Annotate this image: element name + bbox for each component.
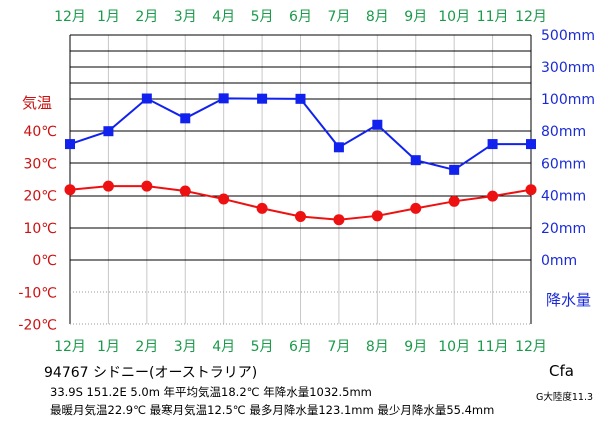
temperature-tick-label: 40℃ [23,124,57,140]
month-label-top: 2月 [135,9,158,25]
temperature-point [333,214,345,226]
precipitation-point [141,93,152,104]
month-label-top: 10月 [438,9,470,25]
month-label-top: 12月 [515,9,547,25]
precipitation-point [295,93,306,104]
temperature-point [295,210,306,222]
station-id: 94767 [44,365,89,381]
temperature-tick-label: -10℃ [18,285,57,301]
precipitation-tick-label: 300mm [541,60,595,76]
temperature-tick-label: 30℃ [23,156,57,172]
month-label-top: 3月 [174,9,197,25]
precipitation-axis-title: 降水量 [546,291,591,309]
month-label-top: 6月 [289,9,312,25]
precipitation-point [449,164,460,175]
precipitation-point [180,113,191,124]
temperature-point [256,202,268,214]
station-name: シドニー(オーストラリア) [93,365,258,381]
continentality-index: G大陸度11.3 [536,392,594,403]
month-label-bottom: 12月 [515,339,547,355]
temperature-point [64,184,76,196]
precipitation-point [103,126,114,137]
precipitation-tick-label: 0mm [541,253,577,269]
temperature-point [179,185,191,197]
precipitation-point [257,93,268,104]
precipitation-point [65,139,75,150]
precipitation-point [526,139,536,150]
temperature-point [525,184,537,196]
precipitation-point [487,139,498,150]
temperature-point [102,180,114,192]
month-label-top: 8月 [366,9,389,25]
precipitation-tick-label: 60mm [541,156,586,172]
month-label-bottom: 8月 [366,339,389,355]
temperature-axis-title: 気温 [22,94,52,112]
temperature-tick-label: 0℃ [32,253,57,269]
precipitation-tick-label: 40mm [541,189,586,205]
month-label-top: 9月 [404,9,427,25]
month-label-bottom: 1月 [97,339,120,355]
temperature-tick-label: 10℃ [23,221,57,237]
temperature-point [487,190,499,202]
month-label-top: 7月 [327,9,350,25]
month-label-top: 11月 [477,9,509,25]
month-label-top: 1月 [97,9,120,25]
temperature-point [371,210,383,222]
month-label-bottom: 6月 [289,339,312,355]
month-label-bottom: 9月 [404,339,427,355]
precipitation-point [372,119,383,130]
climate-classification: Cfa [549,362,574,380]
month-label-bottom: 3月 [174,339,197,355]
month-label-bottom: 7月 [327,339,350,355]
precipitation-tick-label: 100mm [541,92,595,108]
temperature-point [448,195,460,207]
temperature-tick-label: -20℃ [18,318,57,334]
precipitation-tick-label: 80mm [541,124,586,140]
month-label-bottom: 12月 [54,339,86,355]
precipitation-tick-label: 20mm [541,221,586,237]
station-info-line-1: 33.9S 151.2E 5.0m 年平均気温18.2℃ 年降水量1032.5m… [50,385,372,399]
month-label-top: 4月 [212,9,235,25]
temperature-point [218,193,230,205]
station-title: 94767 シドニー(オーストラリア) [44,362,257,382]
month-label-top: 5月 [251,9,274,25]
month-label-bottom: 10月 [438,339,470,355]
month-label-bottom: 11月 [477,339,509,355]
station-info-line-2: 最暖月気温22.9℃ 最寒月気温12.5℃ 最多月降水量123.1mm 最少月降… [50,403,495,417]
temperature-point [410,202,422,214]
month-label-bottom: 5月 [251,339,274,355]
precipitation-tick-label: 500mm [541,28,595,44]
month-label-bottom: 4月 [212,339,235,355]
precipitation-point [218,93,229,104]
temperature-tick-label: 20℃ [23,189,57,205]
month-label-top: 12月 [54,9,86,25]
precipitation-point [410,155,421,166]
precipitation-point [333,142,344,153]
temperature-point [141,180,153,192]
month-label-bottom: 2月 [135,339,158,355]
